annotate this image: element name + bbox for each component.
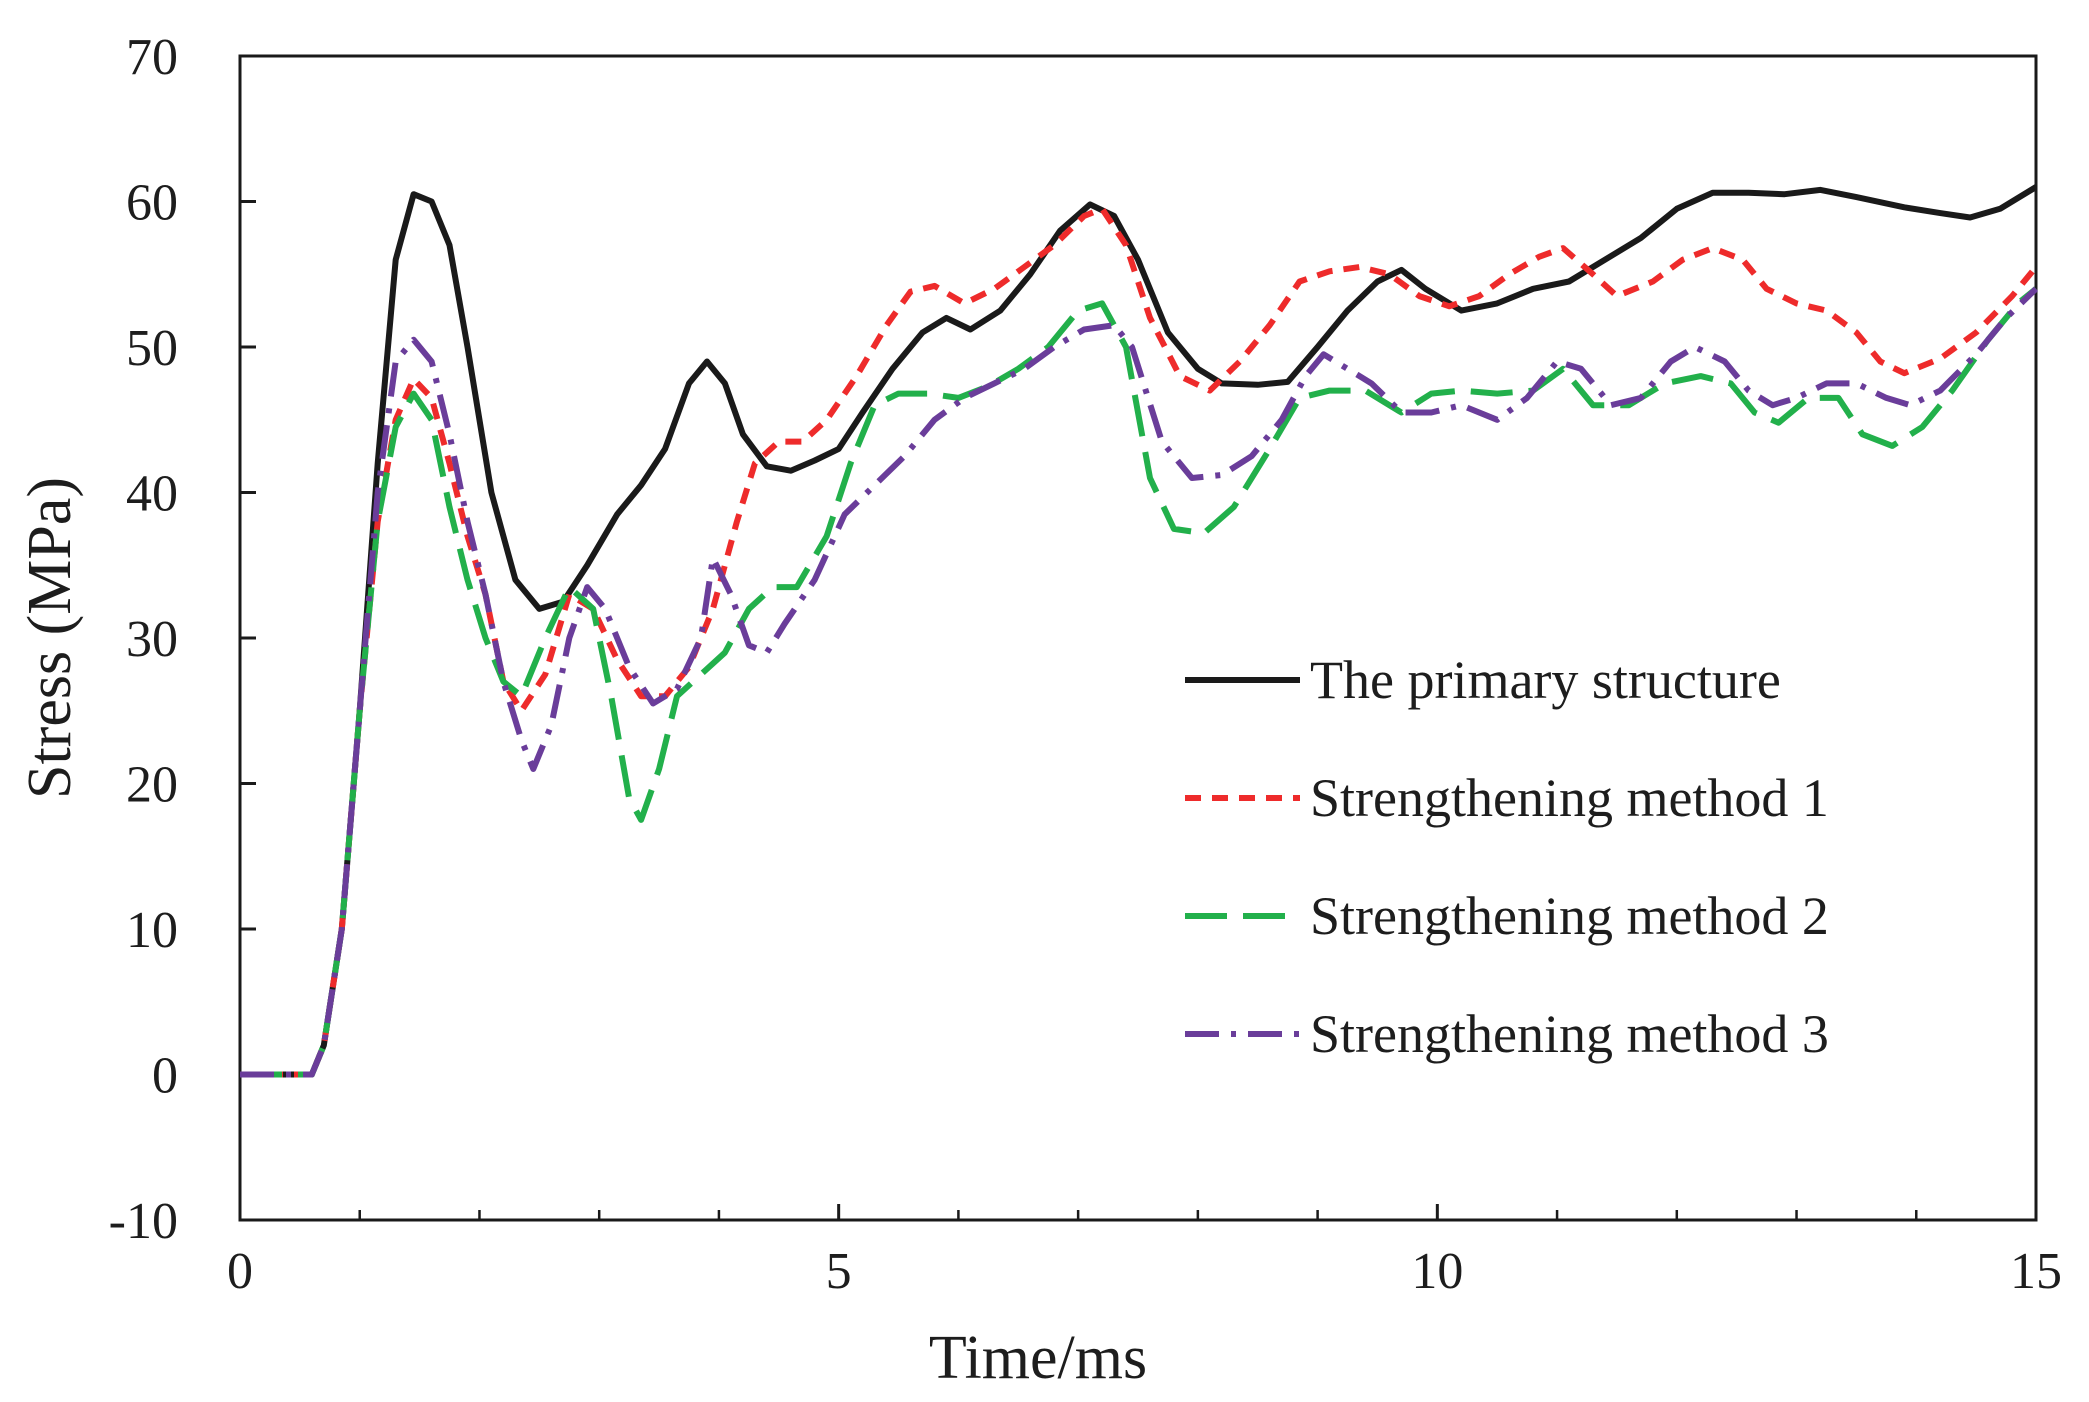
- x-tick-label: 10: [1411, 1243, 1463, 1300]
- legend-label: The primary structure: [1310, 650, 1781, 710]
- y-tick-label: 40: [126, 466, 178, 523]
- series-layer: [240, 184, 2039, 1078]
- y-tick-label: 10: [126, 902, 178, 959]
- legend: The primary structure Strengthening metho…: [1185, 650, 1829, 1064]
- y-tick-label: 30: [126, 611, 178, 668]
- legend-label: Strengthening method 2: [1310, 886, 1829, 946]
- x-axis-title: Time/ms: [929, 1324, 1147, 1392]
- legend-entry: Strengthening method 3: [1185, 1004, 1829, 1064]
- y-tick-label: 50: [126, 320, 178, 377]
- series-line-3: [240, 286, 2038, 1078]
- legend-label: Strengthening method 1: [1310, 768, 1829, 828]
- y-tick-label: -10: [109, 1193, 178, 1250]
- x-tick-label: 5: [826, 1243, 852, 1300]
- series-line-4: [240, 286, 2039, 1078]
- y-tick-label: 60: [126, 175, 178, 232]
- y-tick-label: 20: [126, 757, 178, 814]
- y-axis: -10 0 10 20 30 40 50 60 70: [109, 29, 256, 1250]
- y-tick-label: 70: [126, 29, 178, 86]
- y-axis-title: Stress (MPa): [16, 477, 84, 799]
- legend-label: Strengthening method 3: [1310, 1004, 1829, 1064]
- x-tick-label: 0: [227, 1243, 253, 1300]
- x-tick-label: 15: [2010, 1243, 2062, 1300]
- series-line-1: [240, 184, 2038, 1078]
- y-tick-label: 0: [152, 1048, 178, 1105]
- x-axis: 0 5 10 15: [227, 1204, 2062, 1300]
- legend-entry: Strengthening method 1: [1185, 768, 1829, 828]
- legend-entry: The primary structure: [1185, 650, 1781, 710]
- series-line-2: [240, 205, 2039, 1078]
- legend-entry: Strengthening method 2: [1185, 886, 1829, 946]
